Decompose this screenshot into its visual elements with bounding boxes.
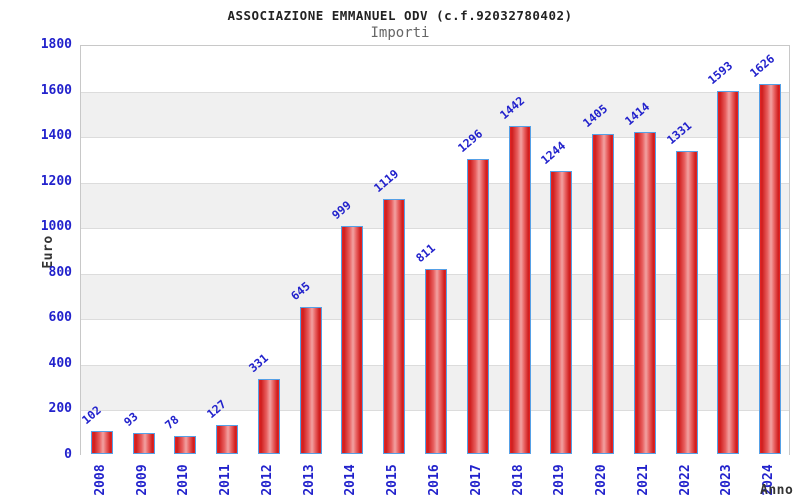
gridline [81,91,789,93]
gridline [81,228,789,230]
bar [550,170,573,454]
bar [257,378,280,454]
x-tick-label: 2023 [719,464,735,496]
x-tick-label: 2014 [343,464,359,496]
bar [675,150,698,454]
x-tick-label: 2019 [552,464,568,496]
bar [425,269,447,454]
x-tick-label: 2013 [301,464,317,496]
bar [633,131,656,454]
gridline [81,182,789,184]
y-tick-label: 1200 [40,173,72,189]
bar [592,133,615,454]
background-band [81,46,789,92]
y-tick-label: 200 [48,401,72,417]
chart-title: ASSOCIAZIONE EMMANUEL ODV (c.f.920327804… [227,8,573,23]
y-tick-label: 400 [48,355,72,371]
x-tick-label: 2015 [385,464,401,496]
bar [216,425,239,454]
x-tick-label: 2009 [134,464,150,496]
x-tick-label: 2010 [176,464,192,496]
x-axis-label: Anno [760,483,794,498]
background-band [81,137,789,183]
x-tick-label: 2021 [635,464,651,496]
bar [132,432,155,454]
y-tick-label: 1600 [40,82,72,98]
x-tick-label: 2020 [594,464,610,496]
bar [508,125,531,454]
bar [90,430,113,454]
x-tick-label: 2018 [510,464,526,496]
bar [383,199,406,454]
bar [717,91,740,454]
chart-subtitle: Importi [370,25,430,41]
y-tick-label: 1800 [40,37,72,52]
x-tick-label: 2016 [427,464,442,496]
bar [341,226,364,454]
background-band [81,228,789,274]
y-tick-label: 1000 [40,219,72,235]
x-tick-label: 2011 [218,464,234,496]
y-tick-label: 600 [48,310,72,326]
background-band [81,182,789,229]
y-tick-label: 0 [64,447,72,462]
x-tick-label: 2008 [92,464,108,496]
y-tick-label: 800 [48,264,72,280]
x-tick-label: 2022 [677,464,693,496]
y-tick-label: 1400 [40,128,72,144]
bar [299,307,322,454]
plot-area: 102 93 78 127 331 645 999 1119 811 1296 1442 1244 14… [79,45,790,456]
x-tick-label: 2017 [468,464,484,496]
gridline [81,137,789,139]
bar [759,83,782,454]
background-band [81,91,789,138]
x-tick-label: 2012 [259,464,275,496]
bar [466,158,489,454]
bar [174,436,197,454]
